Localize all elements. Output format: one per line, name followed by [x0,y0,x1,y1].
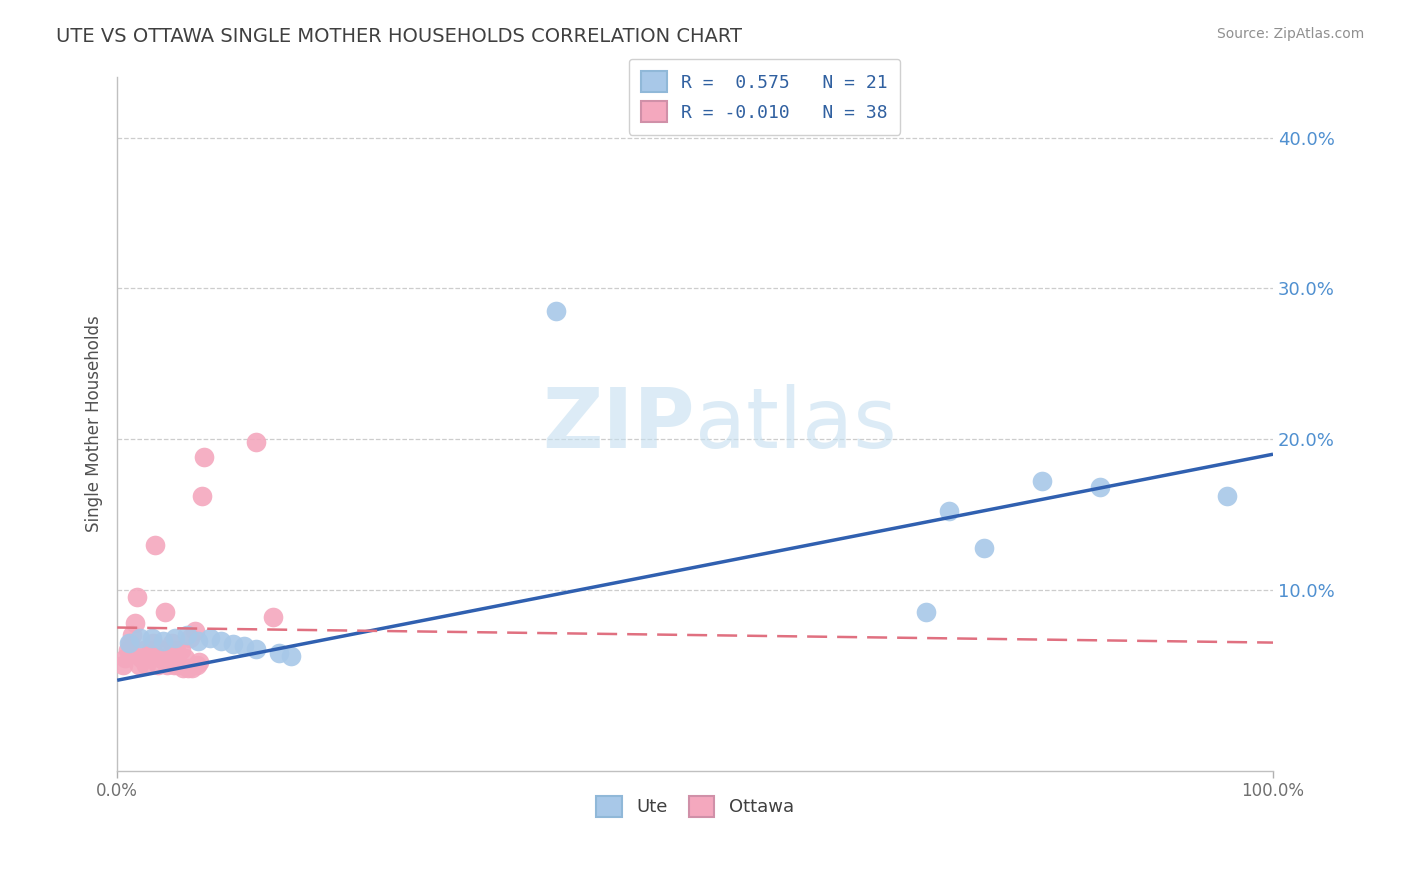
Point [1088,480,1111,494]
Point [118,635,141,649]
Point [245,641,267,656]
Point [128,658,150,673]
Point [146,658,169,673]
Point [131,650,153,665]
Point [139,643,162,657]
Point [209,634,232,648]
Point [165,643,187,657]
Point [938,504,960,518]
Point [135,658,157,673]
Y-axis label: Single Mother Households: Single Mother Households [86,316,103,533]
Point [188,655,211,669]
Point [190,490,212,504]
Point [132,643,155,657]
Point [193,450,215,465]
Point [233,639,256,653]
Text: Source: ZipAtlas.com: Source: ZipAtlas.com [1216,27,1364,41]
Point [187,634,209,648]
Point [143,538,166,552]
Text: UTE VS OTTAWA SINGLE MOTHER HOUSEHOLDS CORRELATION CHART: UTE VS OTTAWA SINGLE MOTHER HOUSEHOLDS C… [56,27,742,45]
Point [156,658,179,673]
Point [163,658,186,673]
Point [111,658,134,673]
Point [117,643,139,657]
Point [179,631,201,645]
Point [118,635,141,649]
Point [198,631,221,645]
Point [125,591,148,605]
Point [121,628,143,642]
Point [170,643,193,657]
Point [262,610,284,624]
Text: ZIP: ZIP [543,384,695,465]
Point [152,634,174,648]
Point [267,646,290,660]
Point [245,435,267,450]
Point [183,624,205,638]
Point [186,658,208,673]
Point [181,661,204,675]
Point [141,631,163,645]
Point [1216,490,1239,504]
Point [222,637,245,651]
Point [142,635,165,649]
Point [1031,475,1053,489]
Point [160,635,183,649]
Text: atlas: atlas [695,384,897,465]
Point [172,661,194,675]
Point [149,650,172,665]
Point [150,643,173,657]
Point [167,658,190,673]
Point [176,628,198,642]
Point [174,650,197,665]
Point [163,631,186,645]
Point [280,649,302,664]
Point [114,650,136,665]
Point [176,661,198,675]
Point [973,541,995,555]
Point [915,606,938,620]
Point [546,304,568,318]
Point [124,615,146,630]
Point [138,650,160,665]
Point [157,650,180,665]
Legend: Ute, Ottawa: Ute, Ottawa [589,789,801,824]
Point [153,606,176,620]
Point [129,631,152,645]
